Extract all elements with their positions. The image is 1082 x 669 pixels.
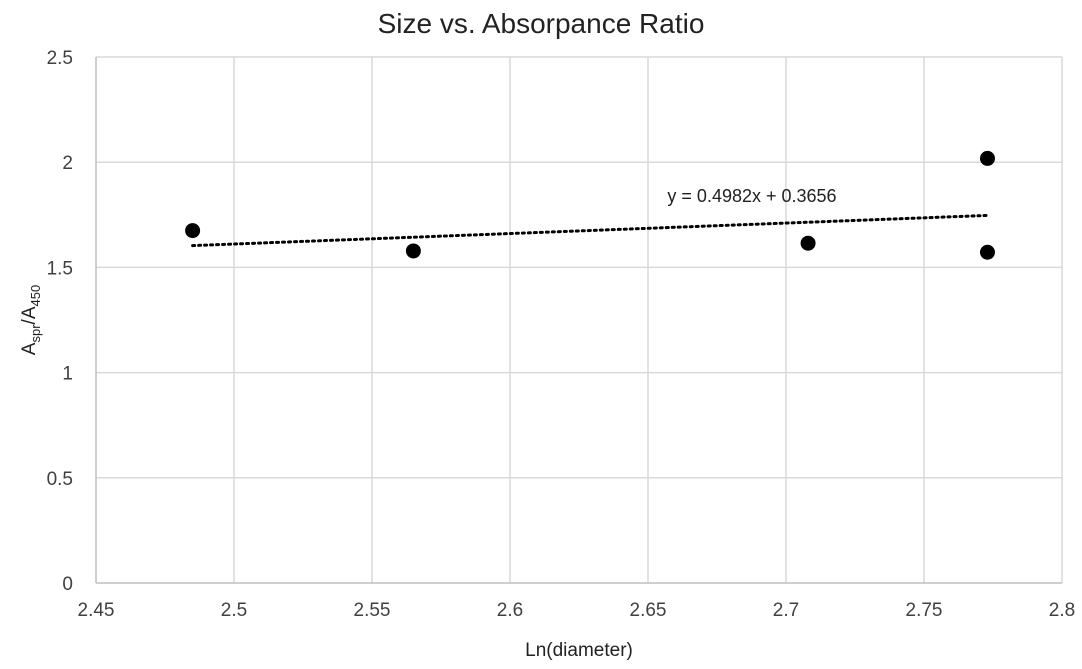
data-point [185,223,201,239]
y-label-sub-b: 450 [27,284,43,307]
y-tick-label: 2 [62,153,73,174]
x-tick-label: 2.65 [630,600,667,621]
x-tick-label: 2.5 [221,600,247,621]
x-tick-label: 2.8 [1049,600,1075,621]
x-tick-label: 2.75 [906,600,943,621]
y-tick-label: 2.5 [47,48,73,69]
trendline [191,213,989,248]
y-tick-label: 0 [62,574,73,595]
y-axis-label: Aspr/A450 [19,285,43,355]
y-tick-label: 1.5 [47,258,73,279]
data-point [979,244,995,260]
data-point [800,235,816,251]
x-axis-label: Ln(diameter) [525,640,633,661]
chart-title: Size vs. Absorpance Ratio [377,8,705,39]
trendline-equation-label: y = 0.4982x + 0.3656 [667,186,836,206]
x-tick-label: 2.7 [773,600,799,621]
x-tick-label: 2.6 [497,600,523,621]
data-point [979,150,995,166]
y-label-a: A [19,342,41,356]
data-point [405,243,421,259]
x-tick-label: 2.55 [354,600,391,621]
y-label-sub-a: spr [27,324,43,343]
x-tick-label: 2.45 [78,600,115,621]
y-label-sep: /A [19,306,41,325]
y-tick-label: 0.5 [47,469,73,490]
y-tick-label: 1 [62,364,73,385]
